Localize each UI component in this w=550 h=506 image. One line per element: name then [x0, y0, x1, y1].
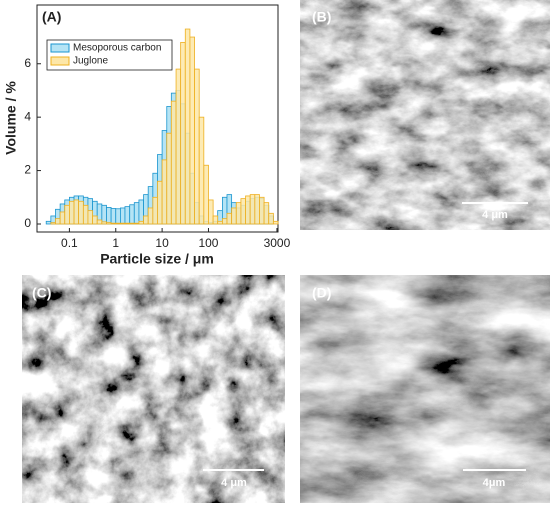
bar [198, 116, 205, 225]
chart-a: (A) Particle size / μm Volume / % 0 2 4 6 0.… [3, 4, 291, 267]
x-axis-label: Particle size / μm [100, 251, 214, 267]
bar [147, 207, 154, 225]
bar [115, 208, 121, 225]
bar [208, 199, 214, 225]
panel-c: (C) 4 μm [22, 275, 285, 503]
bar [59, 211, 66, 225]
bar [194, 68, 200, 225]
bar [96, 219, 103, 225]
y-tick-label: 2 [24, 163, 31, 177]
bar [161, 159, 168, 225]
bar [82, 204, 89, 225]
bar [73, 199, 80, 225]
x-tick-label: 10 [155, 236, 169, 250]
bar [120, 207, 126, 225]
bar [170, 100, 177, 225]
bar [235, 202, 242, 225]
bar [50, 222, 56, 225]
bar [222, 218, 228, 225]
x-tick-label: 3000 [264, 236, 291, 250]
bar [129, 204, 135, 225]
bar [101, 221, 107, 225]
bar [138, 199, 144, 225]
bar [217, 220, 223, 225]
bar [166, 132, 172, 225]
bar [106, 207, 112, 225]
bar [133, 222, 140, 225]
bar [189, 36, 195, 225]
sem-texture [300, 275, 550, 503]
bar [272, 220, 279, 225]
bar [152, 196, 158, 225]
bar [64, 204, 70, 225]
bar [115, 222, 121, 225]
scale-bar-label: 4 μm [221, 477, 247, 489]
bar [268, 212, 274, 225]
bar [101, 204, 107, 225]
bar [240, 198, 246, 225]
bar [263, 202, 270, 225]
bar [203, 164, 209, 225]
bar [45, 220, 52, 225]
bar [254, 194, 260, 225]
bar [226, 212, 233, 225]
bar [249, 194, 256, 225]
bar [87, 210, 93, 225]
x-tick-label: 0.1 [61, 236, 78, 250]
panel-b: (B) 4 μm [300, 0, 550, 230]
legend-label: Mesoporous carbon [73, 43, 161, 54]
y-tick-label: 6 [24, 56, 31, 70]
bar [133, 202, 140, 225]
bar [55, 218, 61, 225]
panel-label: (B) [312, 9, 331, 25]
x-tick-label: 1 [112, 236, 119, 250]
bar [92, 215, 98, 225]
bar [120, 222, 126, 225]
bar [124, 222, 131, 225]
scale-bar-label: 4 μm [482, 209, 508, 221]
y-axis-label: Volume / % [3, 81, 19, 155]
scale-bar-label: 4μm [483, 477, 506, 489]
bar [175, 68, 182, 225]
bar [259, 196, 265, 225]
bar [129, 222, 135, 225]
sem-texture [300, 0, 550, 230]
bar [78, 200, 84, 225]
panel-label: (D) [312, 285, 331, 301]
legend-swatch [50, 56, 70, 66]
bar [110, 222, 117, 225]
bar [124, 206, 131, 225]
bar [110, 208, 117, 225]
bar [69, 200, 75, 225]
bars [45, 28, 279, 225]
panel-d: (D) 4μm [300, 275, 550, 503]
bar [138, 220, 144, 225]
sem-texture [22, 275, 285, 503]
bar [143, 215, 149, 225]
bar [106, 222, 112, 225]
y-tick-label: 4 [24, 109, 31, 123]
bar [231, 207, 237, 225]
chart-title: (A) [42, 9, 61, 25]
x-tick-label: 100 [198, 236, 218, 250]
bar [180, 41, 186, 225]
y-tick-label: 0 [24, 216, 31, 230]
bar [157, 180, 163, 225]
bar [245, 195, 251, 225]
bar [184, 28, 191, 225]
legend-label: Juglone [73, 56, 108, 67]
panel-label: (C) [32, 285, 51, 301]
bar [212, 215, 219, 225]
legend-swatch [50, 43, 70, 53]
